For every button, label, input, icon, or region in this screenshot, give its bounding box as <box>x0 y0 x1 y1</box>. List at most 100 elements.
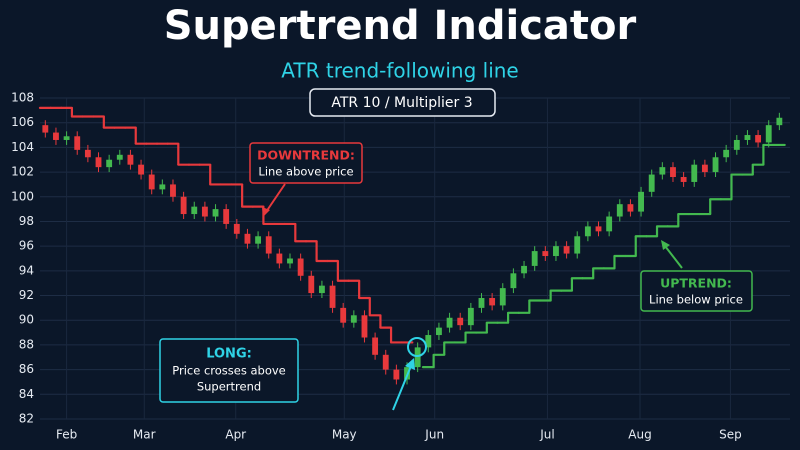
annotation-arrow <box>664 245 683 269</box>
candle-body <box>521 265 527 274</box>
candle-body <box>733 139 740 150</box>
x-tick-label: May <box>332 428 357 442</box>
candle-body <box>74 136 81 150</box>
plot <box>38 106 786 385</box>
candle-body <box>372 337 379 355</box>
candle-body <box>276 253 283 264</box>
candle-body <box>744 135 751 140</box>
candle-body <box>223 209 230 224</box>
candle-body <box>212 209 219 217</box>
y-tick-label: 92 <box>19 288 34 302</box>
annotation-text: Line above price <box>258 165 353 179</box>
candle-body <box>712 157 719 173</box>
candle-body <box>148 174 155 190</box>
candle-body <box>446 317 453 328</box>
x-tick-label: Aug <box>628 428 651 442</box>
annotation-arrow <box>392 365 412 411</box>
x-tick-label: Sep <box>719 428 742 442</box>
candle-body <box>287 258 293 264</box>
candle-body <box>755 135 762 143</box>
candle-body <box>776 117 783 126</box>
candle-body <box>670 167 676 178</box>
candle-body <box>116 154 123 160</box>
annotation-title: LONG: <box>206 347 252 362</box>
candle-body <box>297 258 304 276</box>
candle-body <box>510 273 517 289</box>
candle-body <box>489 298 496 306</box>
downtrend-box <box>249 142 363 184</box>
candle-body <box>648 174 655 192</box>
candle-body <box>382 354 389 370</box>
annotation-text: Price crosses above <box>172 364 286 378</box>
candle-body <box>308 275 315 294</box>
badge-box <box>309 88 496 117</box>
candle-body <box>329 285 336 308</box>
candle-body <box>95 157 102 168</box>
arrow-head <box>661 240 670 250</box>
candle-body <box>201 206 208 217</box>
candle-body <box>340 307 347 323</box>
candle-body <box>542 251 549 257</box>
candle-body <box>414 347 421 368</box>
chart-title: Supertrend Indicator <box>164 3 637 49</box>
candle-body <box>659 167 666 175</box>
y-tick-label: 100 <box>11 189 34 203</box>
candle-body <box>616 204 623 217</box>
annotation-text: Supertrend <box>197 380 261 394</box>
candle-body <box>680 177 687 182</box>
candle-body <box>499 288 506 306</box>
arrow-head <box>405 358 415 370</box>
candle-body <box>553 246 559 257</box>
candle-body <box>467 307 474 326</box>
x-tick-label: Jun <box>424 428 444 442</box>
annotation-title: UPTREND: <box>660 276 732 291</box>
candle-body <box>638 191 644 212</box>
long-box <box>159 338 299 403</box>
y-tick-label: 82 <box>19 412 34 426</box>
candle-body <box>255 236 262 244</box>
candle-body <box>595 226 602 232</box>
x-tick-label: Apr <box>225 428 246 442</box>
candle-body <box>574 236 581 254</box>
y-tick-label: 106 <box>11 115 34 129</box>
candle-body <box>265 236 272 254</box>
candle-body <box>180 196 187 215</box>
annotation-title: DOWNTREND: <box>257 148 355 163</box>
candle-body <box>244 233 251 244</box>
candle-body <box>606 216 613 232</box>
x-tick-label: Mar <box>133 428 156 442</box>
x-tick-label: Jul <box>539 428 554 442</box>
candle-body <box>457 317 464 326</box>
candle-body <box>42 125 49 133</box>
y-tick-label: 84 <box>19 387 34 401</box>
y-tick-label: 88 <box>19 337 34 351</box>
candle-body <box>627 204 634 212</box>
candle-body <box>584 226 591 237</box>
chart-subtitle: ATR trend-following line <box>281 59 518 83</box>
arrow-head <box>262 207 270 217</box>
candle-body <box>106 159 113 168</box>
y-tick-label: 94 <box>19 263 34 277</box>
x-tick-label: Feb <box>56 428 77 442</box>
candle-body <box>701 164 708 173</box>
y-tick-label: 96 <box>19 239 34 253</box>
candle-body <box>691 164 698 182</box>
y-tick-label: 86 <box>19 362 34 376</box>
candle-body <box>393 369 400 380</box>
candle-body <box>563 246 570 254</box>
cross-marker <box>407 337 427 357</box>
candle-body <box>531 251 538 266</box>
candle-body <box>84 149 91 158</box>
y-tick-label: 104 <box>11 140 34 154</box>
candle-body <box>765 125 772 143</box>
candle-body <box>361 315 368 338</box>
candle-body <box>159 184 166 190</box>
y-tick-label: 90 <box>19 313 34 327</box>
candle-body <box>318 285 325 294</box>
candle-body <box>63 136 70 140</box>
badge: ATR 10 / Multiplier 3 <box>331 95 472 111</box>
candle-body <box>436 327 442 336</box>
